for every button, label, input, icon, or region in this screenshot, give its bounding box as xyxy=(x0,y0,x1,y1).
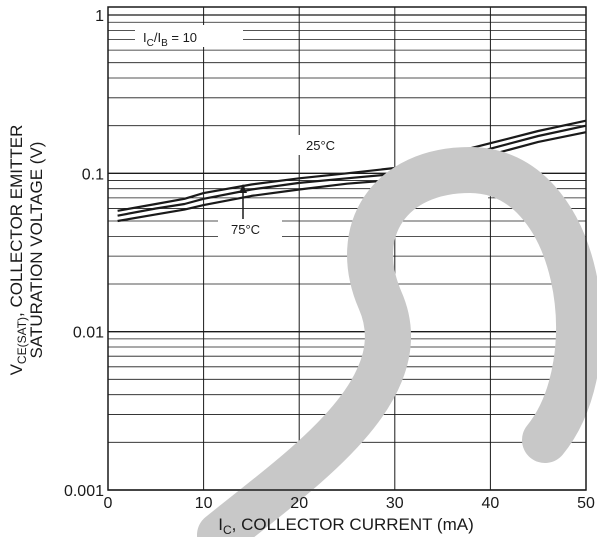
series-label-75c: 75°C xyxy=(231,222,260,237)
condition-box xyxy=(135,25,243,47)
y-axis-title-line1: VCE(SAT), COLLECTOR EMITTER xyxy=(7,125,29,376)
x-tick-label: 40 xyxy=(482,495,500,512)
arrow-75c-head xyxy=(239,184,247,193)
condition-label: IC/IB = 10 xyxy=(143,30,197,49)
grid-minor xyxy=(108,21,586,443)
y-axis-title-line2: SATURATION VOLTAGE (V) xyxy=(27,142,46,359)
y-tick-label: 1 xyxy=(95,8,104,25)
watermark-s-shape xyxy=(197,146,597,537)
y-tick-label: 0.1 xyxy=(82,166,104,183)
series-label-25c: 25°C xyxy=(306,138,335,153)
tick-labels: 0 10 20 30 40 50 0.001 0.01 0.1 1 xyxy=(64,8,595,512)
x-tick-label: 30 xyxy=(386,495,404,512)
x-tick-label: 0 xyxy=(104,495,113,512)
x-tick-label: 10 xyxy=(195,495,213,512)
x-tick-label: 20 xyxy=(290,495,308,512)
series-line-1 xyxy=(117,124,587,217)
plot-frame xyxy=(107,6,587,491)
label-bg-75c xyxy=(218,219,282,241)
series-line-0 xyxy=(117,119,587,212)
x-axis-title: IC, COLLECTOR CURRENT (mA) xyxy=(218,515,474,537)
y-tick-label: 0.01 xyxy=(73,325,104,342)
x-tick-label: 50 xyxy=(577,495,595,512)
y-tick-label: 0.001 xyxy=(64,483,104,500)
label-bg-25c xyxy=(298,135,348,155)
